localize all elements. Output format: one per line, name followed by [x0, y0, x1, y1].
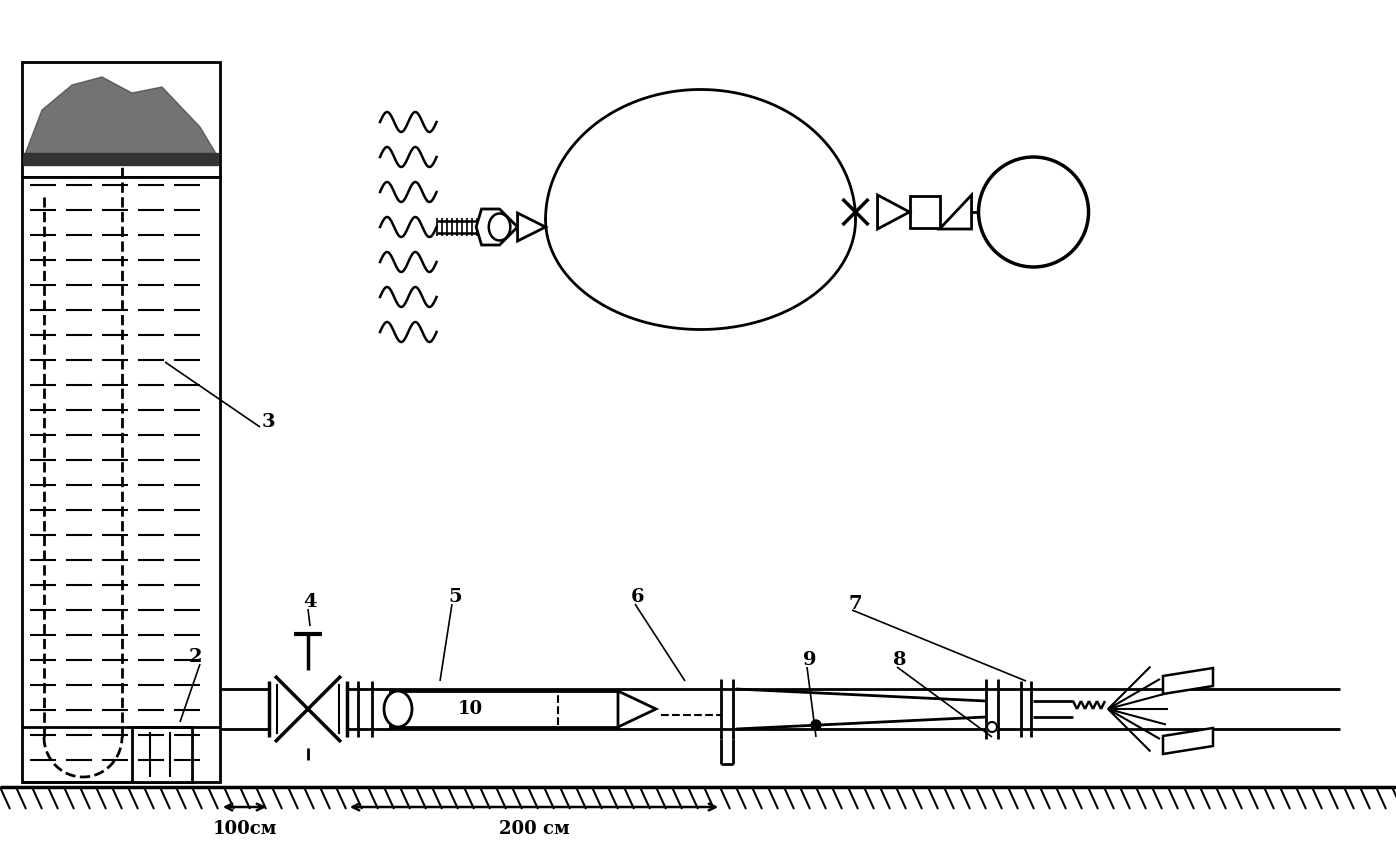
- Bar: [910, 196, 940, 228]
- Text: 2: 2: [188, 648, 202, 666]
- Polygon shape: [940, 195, 972, 229]
- Polygon shape: [878, 195, 910, 229]
- Bar: [22, 62, 221, 177]
- Text: 9: 9: [803, 651, 817, 669]
- Ellipse shape: [489, 214, 511, 240]
- Polygon shape: [476, 209, 518, 245]
- Polygon shape: [1163, 728, 1213, 754]
- Polygon shape: [1163, 668, 1213, 694]
- Polygon shape: [24, 153, 218, 165]
- Text: 100см: 100см: [212, 820, 276, 838]
- Bar: [389, 691, 618, 727]
- Text: 8: 8: [893, 651, 907, 669]
- Text: 200 см: 200 см: [498, 820, 570, 838]
- Text: 3: 3: [261, 413, 275, 431]
- Text: 4: 4: [303, 593, 317, 611]
- Circle shape: [811, 720, 821, 730]
- Text: 7: 7: [849, 595, 861, 613]
- Bar: [22, 177, 221, 782]
- Polygon shape: [24, 77, 218, 165]
- Text: 6: 6: [631, 588, 645, 606]
- Polygon shape: [618, 691, 656, 727]
- Text: 10: 10: [458, 700, 483, 718]
- Polygon shape: [518, 213, 546, 241]
- Text: 5: 5: [448, 588, 462, 606]
- Ellipse shape: [384, 691, 412, 727]
- Circle shape: [979, 157, 1089, 267]
- Bar: [133, 727, 193, 782]
- Circle shape: [987, 722, 997, 732]
